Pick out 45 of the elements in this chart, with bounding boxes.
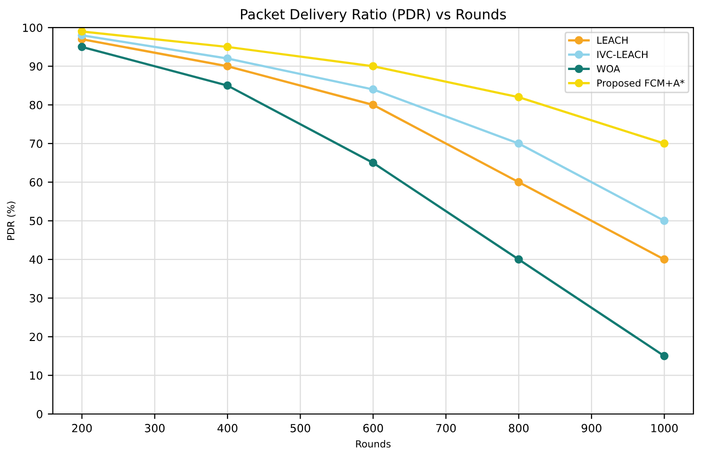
- x-tick-label: 500: [290, 424, 310, 432]
- x-tick-label: 800: [508, 424, 529, 432]
- y-tick-label: 90: [30, 62, 42, 71]
- point: [660, 255, 668, 264]
- legend-label: LEACH: [597, 36, 628, 44]
- y-tick-label: 20: [30, 332, 42, 342]
- y-tick-label: 80: [30, 100, 42, 110]
- point: [368, 62, 378, 70]
- y-tick-label: 10: [30, 371, 42, 380]
- point: [223, 81, 232, 90]
- point: [514, 139, 523, 148]
- x-tick-label: 600: [363, 424, 383, 432]
- chart-title: Packet Delivery Ratio (PDR) vs Rounds: [240, 8, 506, 22]
- x-axis-title: Rounds: [356, 440, 391, 448]
- x-tick-label: 700: [436, 424, 456, 432]
- point: [368, 100, 378, 110]
- point: [223, 42, 232, 52]
- y-tick-label: 60: [30, 178, 42, 187]
- x-tick-label: 300: [144, 424, 165, 432]
- legend-label: IVC-LEACH: [597, 50, 648, 58]
- point: [368, 158, 378, 168]
- point: [514, 178, 523, 186]
- point: [514, 255, 523, 264]
- y-tick-label: 40: [29, 255, 42, 264]
- point: [660, 352, 668, 360]
- y-tick-label: 50: [30, 216, 42, 226]
- point: [660, 216, 668, 225]
- legend-label: WOA: [596, 65, 620, 72]
- point: [514, 92, 523, 102]
- y-tick-label: 70: [30, 139, 42, 148]
- point: [368, 85, 378, 94]
- y-tick-label: 0: [36, 410, 42, 418]
- point: [78, 42, 86, 52]
- point: [78, 28, 86, 36]
- point: [223, 54, 232, 63]
- x-tick-label: 900: [582, 424, 602, 432]
- x-tick-label: 200: [72, 424, 92, 432]
- point: [223, 62, 232, 70]
- y-tick-label: 30: [30, 294, 42, 302]
- point: [660, 139, 668, 148]
- y-axis-title: PDR (%): [6, 202, 16, 240]
- x-tick-label: 400: [217, 424, 238, 432]
- x-tick-label: 1000: [651, 424, 678, 432]
- y-tick-label: 100: [23, 24, 42, 32]
- legend-label: Proposed FCM+A*: [597, 79, 684, 89]
